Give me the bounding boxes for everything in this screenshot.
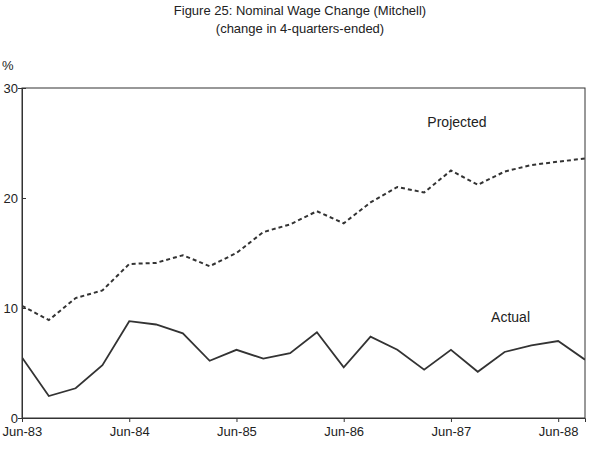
x-tick-mark [129, 418, 130, 422]
series-label: Actual [491, 309, 530, 325]
x-tick: Jun-83 [3, 418, 43, 439]
x-tick-mark [451, 418, 452, 422]
x-tick: Jun-88 [539, 418, 579, 439]
chart: Figure 25: Nominal Wage Change (Mitchell… [0, 0, 600, 455]
x-axis: Jun-83 Jun-84 Jun-85 Jun-86 Jun-87 Jun-88 [3, 418, 586, 439]
y-tick-label: 30 [4, 81, 18, 96]
x-tick: Jun-87 [432, 418, 472, 439]
x-tick: Jun-85 [217, 418, 257, 439]
x-tick: Jun-84 [110, 418, 150, 439]
x-tick-label: Jun-85 [217, 424, 257, 439]
x-tick-mark [236, 418, 237, 422]
series-label: Projected [427, 114, 486, 130]
x-tick-mark [558, 418, 559, 422]
y-axis: 0102030 [4, 81, 26, 426]
y-tick: 20 [4, 191, 26, 206]
x-tick-label: Jun-87 [432, 424, 472, 439]
x-tick-mark [344, 418, 345, 422]
series-line [22, 158, 585, 320]
x-tick-label: Jun-83 [3, 424, 43, 439]
x-tick-label: Jun-84 [110, 424, 150, 439]
x-tick: Jun-86 [324, 418, 364, 439]
subtitle: (change in 4-quarters-ended) [216, 21, 384, 36]
y-axis-label: % [2, 58, 14, 73]
lines [22, 158, 585, 396]
y-tick-mark [22, 88, 26, 89]
y-tick-label: 10 [4, 301, 18, 316]
x-tick-label: Jun-88 [539, 424, 579, 439]
title: Figure 25: Nominal Wage Change (Mitchell… [174, 3, 426, 18]
x-tick-mark [22, 418, 23, 422]
plot-frame [22, 88, 585, 418]
series-line [22, 321, 585, 396]
y-tick: 30 [4, 81, 26, 96]
x-tick-label: Jun-86 [324, 424, 364, 439]
y-axis-line [18, 89, 23, 419]
x-axis-line [23, 419, 586, 423]
y-tick: 10 [4, 301, 26, 316]
y-tick-label: 20 [4, 191, 18, 206]
y-tick-mark [22, 308, 26, 309]
y-tick-mark [22, 198, 26, 199]
